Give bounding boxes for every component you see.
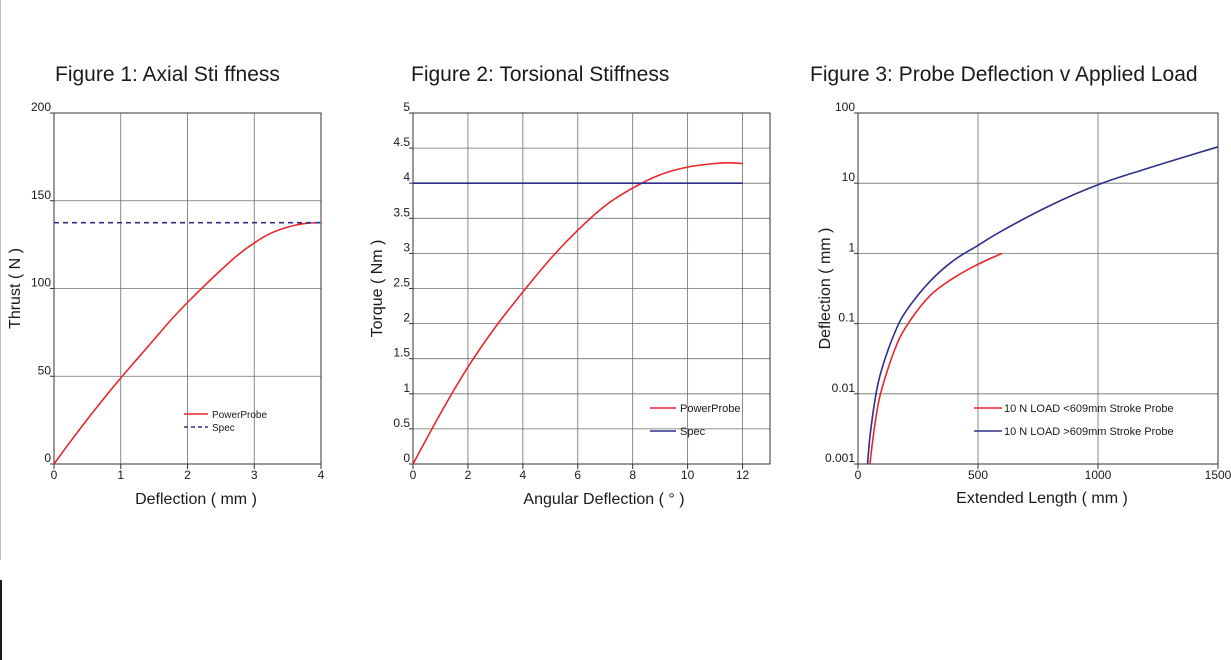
y-tick-label: 0.001	[825, 451, 855, 465]
x-tick-label: 2	[184, 468, 191, 482]
x-tick-label: 0	[51, 468, 58, 482]
legend: 10 N LOAD <609mm Stroke Probe 10 N LOAD >…	[974, 403, 1174, 438]
y-axis-label: Torque ( Nm )	[369, 240, 386, 338]
y-tick-label: 1	[403, 381, 410, 395]
y-tick-label: 3.5	[393, 205, 410, 219]
y-tick-label: 1.5	[393, 346, 410, 360]
series-line-2	[866, 146, 1219, 465]
legend-label: PowerProbe	[680, 403, 741, 415]
chart-title: Figure 1: Axial Sti ffness	[55, 63, 280, 86]
y-tick-label: 200	[31, 100, 51, 114]
y-tick-label: 100	[31, 276, 51, 290]
legend-label: Spec	[680, 426, 706, 438]
x-tick-label: 1000	[1085, 468, 1112, 482]
page-edge-line-dark	[0, 580, 2, 660]
x-tick-label: 1	[117, 468, 124, 482]
x-tick-label: 2	[465, 468, 472, 482]
x-tick-label: 12	[736, 468, 750, 482]
y-tick-label: 0.01	[832, 381, 856, 395]
series-line-1	[869, 252, 1003, 465]
y-tick-label: 0	[44, 451, 51, 465]
y-tick-label: 4.5	[393, 135, 410, 149]
x-tick-label: 0	[410, 468, 417, 482]
plot-frame	[857, 112, 1219, 465]
x-tick-label: 3	[251, 468, 258, 482]
legend-label: PowerProbe	[212, 410, 267, 421]
chart-title: Figure 3: Probe Deflection v Applied Loa…	[810, 63, 1198, 86]
x-tick-label: 4	[520, 468, 527, 482]
y-tick-label: 50	[38, 363, 52, 377]
x-tick-label: 500	[968, 468, 988, 482]
x-tick-label: 0	[855, 468, 862, 482]
x-tick-label: 1500	[1205, 468, 1231, 482]
legend-label: Spec	[212, 423, 235, 434]
x-axis-label: Angular Deflection ( ° )	[523, 491, 684, 508]
y-tick-label: 0.5	[393, 416, 410, 430]
y-tick-label: 5	[403, 100, 410, 114]
y-tick-label: 1	[848, 240, 855, 254]
chart-title: Figure 2: Torsional Stiffness	[411, 63, 669, 86]
legend: PowerProbe Spec	[184, 410, 267, 434]
y-tick-label: 2.5	[393, 276, 410, 290]
series-line-1	[53, 221, 322, 465]
x-tick-label: 10	[681, 468, 695, 482]
x-tick-label: 6	[574, 468, 581, 482]
y-tick-label: 150	[31, 188, 51, 202]
y-tick-label: 0.1	[838, 311, 855, 325]
y-tick-label: 4	[403, 170, 410, 184]
chart-3: Figure 3: Probe Deflection v Applied Loa…	[810, 63, 1231, 507]
page-edge-line	[0, 0, 1, 560]
y-axis-label: Deflection ( mm )	[817, 228, 834, 350]
y-tick-label: 100	[835, 100, 855, 114]
series-line-1	[412, 161, 743, 465]
x-tick-label: 4	[318, 468, 325, 482]
y-axis-label: Thrust ( N )	[7, 248, 24, 329]
chart-1: Figure 1: Axial Sti ffness 0 1 2 3 4 0 50 100 150…	[7, 63, 325, 508]
y-tick-label: 0	[403, 451, 410, 465]
legend: PowerProbe Spec	[650, 403, 741, 438]
y-tick-label: 10	[842, 170, 856, 184]
legend-label: 10 N LOAD >609mm Stroke Probe	[1004, 426, 1174, 438]
x-tick-label: 8	[629, 468, 636, 482]
legend-label: 10 N LOAD <609mm Stroke Probe	[1004, 403, 1174, 415]
x-axis-label: Extended Length ( mm )	[956, 490, 1128, 507]
x-axis-label: Deflection ( mm )	[135, 491, 257, 508]
y-tick-label: 2	[403, 311, 410, 325]
y-tick-label: 3	[403, 240, 410, 254]
